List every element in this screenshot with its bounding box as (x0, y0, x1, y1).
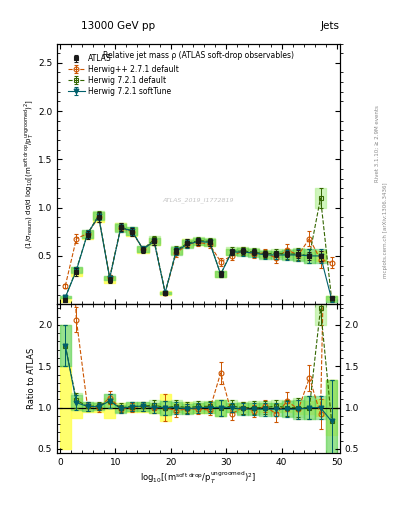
Y-axis label: (1/σ$_{\rm resum}$) dσ/d log$_{10}$[(m$^{\rm soft\ drop}$/p$_T^{\rm ungroomed}$): (1/σ$_{\rm resum}$) dσ/d log$_{10}$[(m$^… (23, 99, 37, 249)
Legend: ATLAS, Herwig++ 2.7.1 default, Herwig 7.2.1 default, Herwig 7.2.1 softTune: ATLAS, Herwig++ 2.7.1 default, Herwig 7.… (66, 53, 180, 97)
Y-axis label: Ratio to ATLAS: Ratio to ATLAS (28, 348, 37, 409)
Text: Jets: Jets (321, 20, 340, 31)
X-axis label: log$_{10}$[(m$^{\rm soft\ drop}$/p$_T^{\rm ungroomed}$)$^2$]: log$_{10}$[(m$^{\rm soft\ drop}$/p$_T^{\… (140, 470, 257, 486)
Text: 13000 GeV pp: 13000 GeV pp (81, 20, 155, 31)
Text: ATLAS_2019_I1772819: ATLAS_2019_I1772819 (163, 197, 234, 203)
Text: Relative jet mass ρ (ATLAS soft-drop observables): Relative jet mass ρ (ATLAS soft-drop obs… (103, 51, 294, 60)
Text: Rivet 3.1.10; ≥ 2.9M events: Rivet 3.1.10; ≥ 2.9M events (375, 105, 380, 182)
Text: mcplots.cern.ch [arXiv:1306.3436]: mcplots.cern.ch [arXiv:1306.3436] (383, 183, 387, 278)
